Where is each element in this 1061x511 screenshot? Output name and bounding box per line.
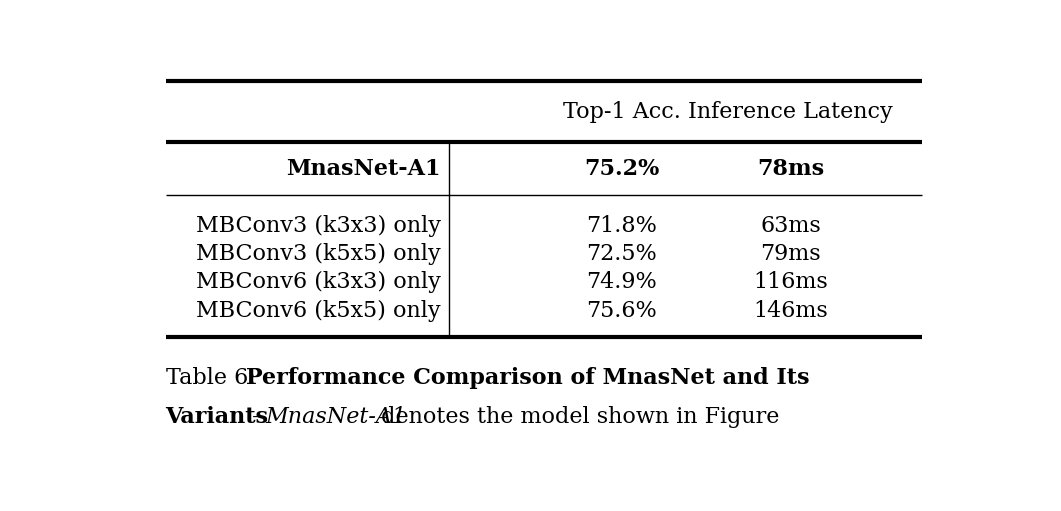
Text: –: – [245, 406, 271, 428]
Text: denotes the model shown in Figure: denotes the model shown in Figure [375, 406, 780, 428]
Text: 63ms: 63ms [760, 215, 821, 237]
Text: Inference Latency: Inference Latency [689, 102, 892, 124]
Text: Top-1 Acc.: Top-1 Acc. [563, 102, 681, 124]
Text: MBConv6 (k3x3) only: MBConv6 (k3x3) only [196, 271, 441, 293]
Text: MBConv3 (k5x5) only: MBConv3 (k5x5) only [196, 243, 441, 265]
Text: 146ms: 146ms [753, 300, 828, 322]
Text: 79ms: 79ms [760, 243, 821, 265]
Text: MnasNet-A1: MnasNet-A1 [286, 158, 441, 180]
Text: MnasNet-A1: MnasNet-A1 [265, 406, 406, 428]
Text: 78ms: 78ms [756, 158, 824, 180]
Text: 74.9%: 74.9% [587, 271, 657, 293]
Text: 75.6%: 75.6% [587, 300, 657, 322]
Text: MBConv6 (k5x5) only: MBConv6 (k5x5) only [196, 300, 441, 322]
Text: Performance Comparison of MnasNet and Its: Performance Comparison of MnasNet and It… [246, 367, 810, 389]
Text: Table 6:: Table 6: [166, 367, 269, 389]
Text: MBConv3 (k3x3) only: MBConv3 (k3x3) only [196, 215, 441, 237]
Text: 72.5%: 72.5% [587, 243, 657, 265]
Text: 75.2%: 75.2% [585, 158, 660, 180]
Text: 71.8%: 71.8% [587, 215, 658, 237]
Text: Variants: Variants [166, 406, 268, 428]
Text: 116ms: 116ms [753, 271, 828, 293]
